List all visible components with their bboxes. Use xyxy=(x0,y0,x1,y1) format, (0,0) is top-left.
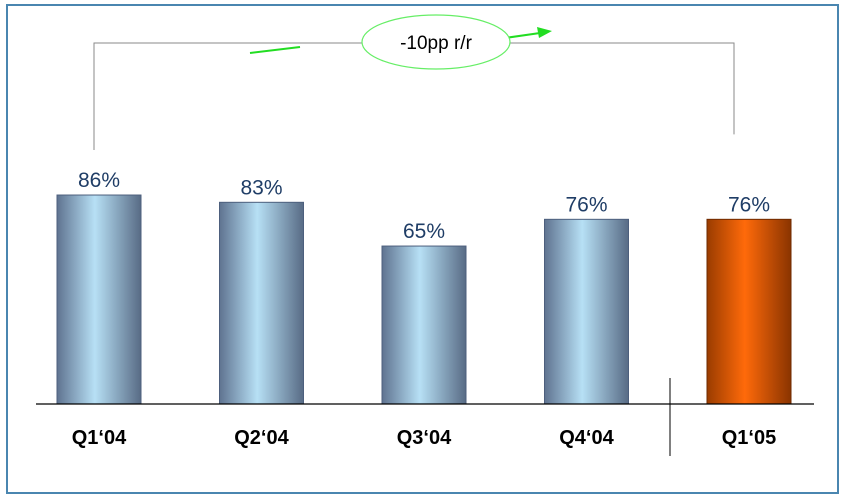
category-label-3: Q3‘04 xyxy=(397,427,452,449)
bar-2 xyxy=(219,201,304,405)
category-label-4: Q4‘04 xyxy=(559,427,614,449)
annotation-text: -10pp r/r xyxy=(400,33,472,54)
bar-3 xyxy=(381,245,467,405)
bar-4 xyxy=(544,218,629,405)
bars-group: 86% Q1‘04 83% Q2‘04 65% Q3‘04 76% Q4‘04 76% Q1‘05 xyxy=(56,169,792,449)
annotation-arrow-right xyxy=(504,32,541,39)
annotation-arrow-left xyxy=(249,46,301,54)
bar-5 xyxy=(706,218,792,405)
value-label-2: 83% xyxy=(240,176,282,199)
value-label-5: 76% xyxy=(728,193,770,216)
category-label-5: Q1‘05 xyxy=(722,427,776,449)
category-label-1: Q1‘04 xyxy=(72,427,127,449)
value-label-1: 86% xyxy=(78,169,120,192)
value-label-4: 76% xyxy=(565,193,607,216)
annotation-arrowhead xyxy=(537,27,552,38)
category-label-2: Q2‘04 xyxy=(234,427,289,449)
annotation-ellipse xyxy=(361,14,511,70)
value-label-3: 65% xyxy=(403,220,445,243)
bar-1 xyxy=(56,194,142,405)
